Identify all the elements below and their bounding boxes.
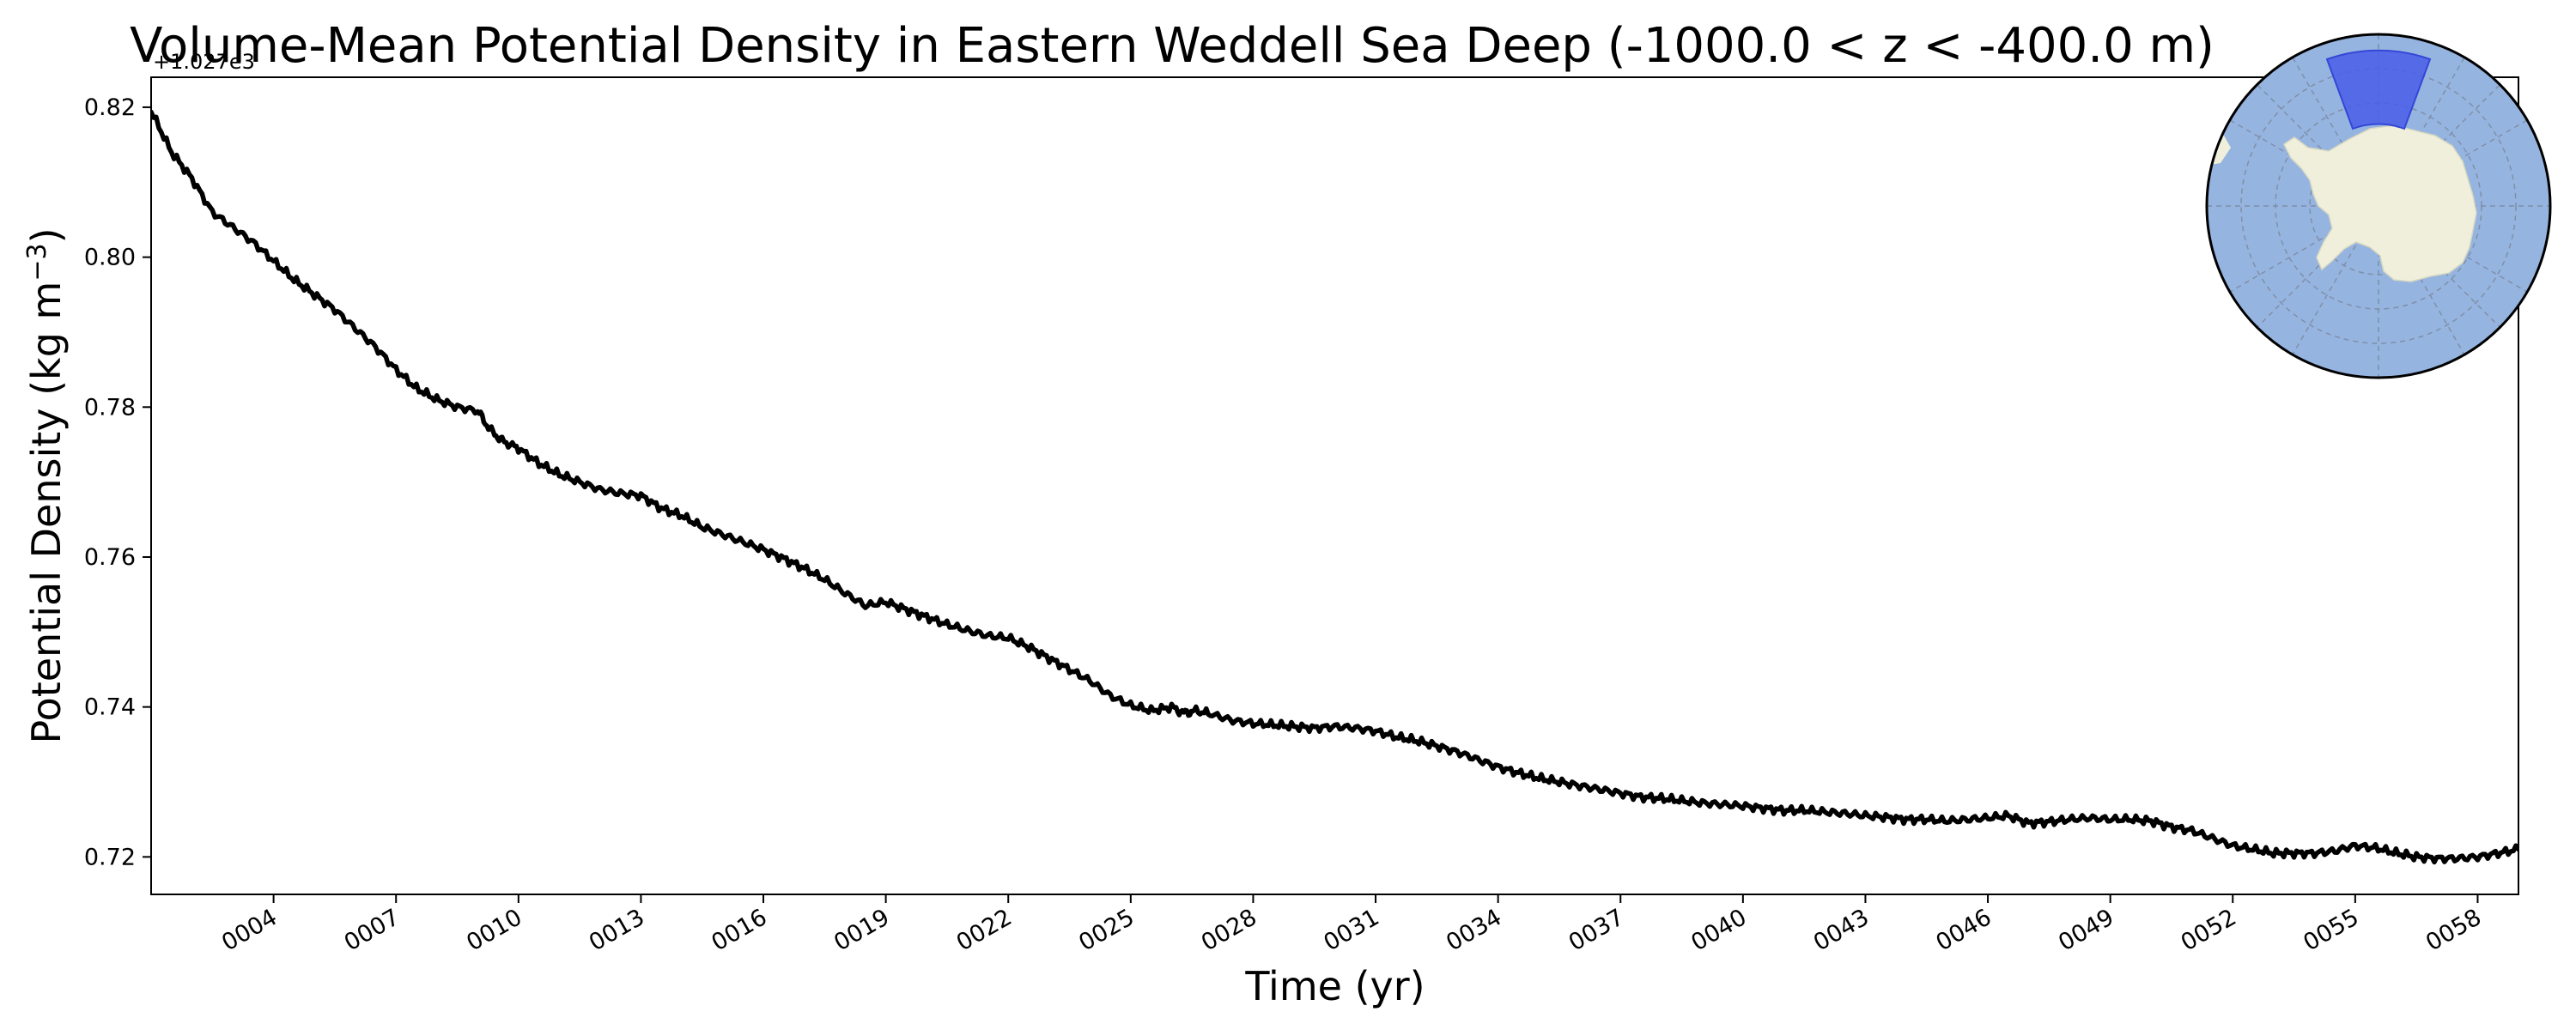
x-tick-label: 0013	[585, 904, 649, 956]
x-tick-label: 0028	[1197, 904, 1261, 956]
y-axis-label: Potential Density (kg m−3)	[22, 227, 70, 743]
x-tick-label: 0052	[2177, 904, 2241, 956]
x-tick-label: 0022	[952, 904, 1017, 956]
y-tick-label: 0.74	[84, 694, 136, 721]
x-tick-label: 0049	[2054, 904, 2118, 956]
inset-region-map	[2205, 33, 2552, 379]
x-tick-label: 0025	[1074, 904, 1139, 956]
plot-frame	[150, 76, 2519, 895]
x-tick-label: 0040	[1686, 904, 1751, 956]
x-tick-label: 0043	[1809, 904, 1874, 956]
x-tick-label: 0055	[2299, 904, 2363, 956]
y-axis-label-close: )	[23, 227, 70, 243]
x-tick-label: 0019	[829, 904, 894, 956]
y-tick-label: 0.76	[84, 544, 136, 571]
y-axis-ticks: 0.72 0.74 0.76 0.78 0.80 0.82	[84, 94, 151, 870]
chart-title: Volume-Mean Potential Density in Eastern…	[130, 18, 2215, 74]
x-tick-label: 0010	[462, 904, 526, 956]
y-axis-label-exponent: −3	[22, 243, 52, 281]
x-axis-label: Time (yr)	[1244, 963, 1425, 1009]
x-tick-label: 0016	[708, 904, 772, 956]
x-tick-label: 0007	[340, 904, 404, 956]
x-tick-label: 0058	[2421, 904, 2486, 956]
x-tick-label: 0004	[217, 904, 282, 956]
y-tick-label: 0.82	[84, 94, 136, 121]
series-line	[151, 109, 2518, 865]
y-offset-label: +1.027e3	[153, 50, 255, 74]
y-tick-label: 0.80	[84, 245, 136, 271]
y-axis-label-main: Potential Density (kg m	[23, 282, 70, 744]
map-border	[2205, 33, 2552, 379]
x-tick-label: 0034	[1442, 904, 1506, 956]
y-tick-label: 0.78	[84, 394, 136, 421]
map-highlighted-region	[2325, 49, 2432, 130]
x-axis-ticks: 0004 0007 0010 0013 0016 0019 0022 0025 0028 0031…	[217, 894, 2486, 956]
x-tick-label: 0037	[1564, 904, 1629, 956]
x-tick-label: 0046	[1932, 904, 1996, 956]
y-tick-label: 0.72	[84, 844, 136, 870]
x-tick-label: 0031	[1320, 904, 1384, 956]
